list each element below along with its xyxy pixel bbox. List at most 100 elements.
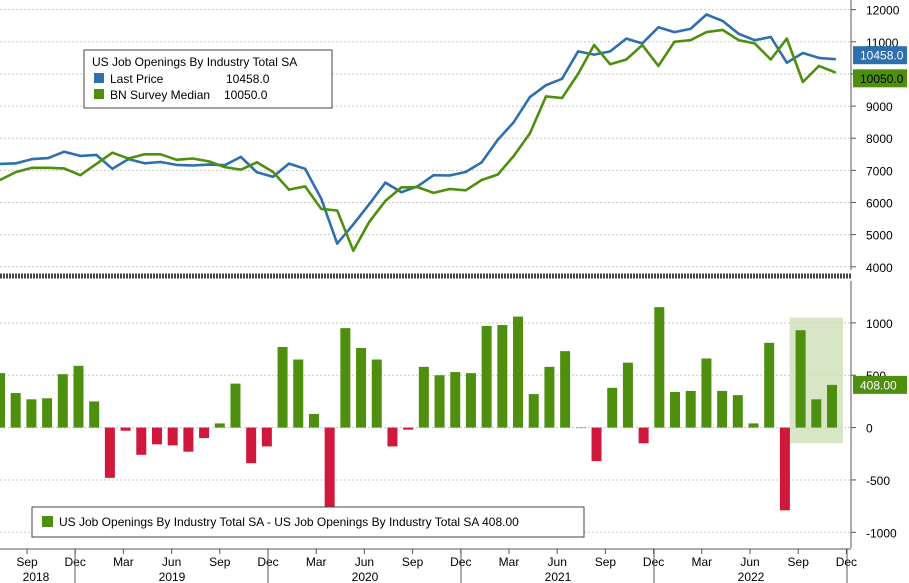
legend-value-survey-median: 10050.0 [224,88,268,102]
series-point-last-price [271,175,275,178]
series-point-survey-median [319,207,323,211]
series-point-last-price [111,167,114,170]
bar [387,427,398,447]
series-point-last-price [207,163,210,166]
x-year-label: 2021 [545,570,572,583]
series-point-survey-median [95,162,98,166]
x-tick-label: Mar [113,555,134,569]
series-point-survey-median [801,80,805,84]
bottom-legend-title: US Job Openings By Industry Total SA - U… [59,515,519,529]
series-point-survey-median [769,58,772,61]
series-point-survey-median [30,166,34,169]
bar [434,375,445,428]
top-last-value-tags: 10458.0 10050.0 [853,46,907,88]
bottom-y-tick-label: 1000 [866,317,893,331]
bar [528,394,539,428]
last-value-tag-last-price [853,46,907,65]
series-point-survey-median [384,199,387,203]
series-point-last-price [255,171,259,174]
bar [560,351,571,428]
series-point-survey-median [480,178,483,182]
x-tick-label: Mar [691,555,712,569]
series-point-survey-median [833,71,837,74]
top-legend-box [83,49,333,109]
x-tick-label: Mar [499,555,520,569]
bar [214,423,225,428]
bar [544,366,555,428]
x-tick-label: Sep [209,555,231,569]
series-point-last-price [480,161,483,164]
series-point-last-price [95,153,98,157]
series-point-survey-median [544,95,548,98]
series-point-last-price [352,223,355,226]
series-point-last-price [608,50,612,53]
series-point-last-price [303,167,307,170]
bar [701,358,712,428]
series-point-last-price [448,174,451,177]
series-point-survey-median [303,185,307,188]
bar [670,391,681,428]
bar [465,373,476,428]
series-point-survey-median [721,28,724,32]
series-point-last-price [657,26,660,29]
bar [575,427,586,429]
series-point-survey-median [528,132,532,135]
bar [371,359,382,428]
bar [340,328,351,428]
bar [717,390,728,428]
bar [230,383,241,428]
series-point-last-price [400,191,403,194]
bottom-y-axis-ticks: -1000-50005001000 [851,317,897,540]
bottom-last-value-tag: 408.00 [853,375,907,394]
series-point-survey-median [785,37,789,40]
series-point-last-price [175,163,178,167]
series-point-survey-median [352,249,355,252]
top-y-tick-label: 4000 [866,261,893,275]
top-y-tick-label: 8000 [866,132,893,146]
bar [764,342,775,428]
bottom-y-tick-label: -500 [866,474,890,488]
series-point-last-price [560,77,564,80]
series-point-last-price [592,53,596,56]
bar [418,366,429,428]
bar [638,427,649,444]
series-point-last-price [625,37,628,40]
series-point-survey-median [705,30,708,34]
series-point-last-price [705,13,708,16]
bar [654,307,665,428]
series-point-last-price [528,95,532,99]
legend-swatch-last-price [94,73,104,83]
bar [26,399,37,428]
bar [261,427,272,447]
bar [104,427,115,478]
legend-swatch-survey-median [94,89,104,99]
bar [246,427,257,464]
series-point-last-price [721,19,724,23]
series-point-last-price [384,181,387,184]
bar [42,398,53,428]
top-panel: 400050006000700080009000100001100012000 … [0,0,907,275]
series-point-last-price [287,162,291,165]
bar [89,401,100,428]
last-value-label-survey-median: 10050.0 [860,72,904,86]
bar [779,427,790,511]
bar [827,384,837,428]
series-point-survey-median [207,160,210,163]
bar [497,324,508,428]
series-point-last-price [544,83,548,87]
legend-label-survey-median: BN Survey Median [110,88,210,102]
x-tick-label: Mar [306,555,327,569]
last-value-tag-survey-median [853,69,907,88]
series-point-survey-median [737,38,740,42]
bar [748,423,759,428]
x-year-label: 2019 [159,570,186,583]
series-point-survey-median [464,189,467,192]
x-year-label: 2020 [352,570,379,583]
series-point-last-price [833,58,837,61]
top-legend-title: US Job Openings By Industry Total SA [92,55,297,69]
bar [277,346,288,428]
top-y-tick-label: 9000 [866,100,893,114]
bar [167,427,178,446]
series-point-survey-median [175,158,178,161]
